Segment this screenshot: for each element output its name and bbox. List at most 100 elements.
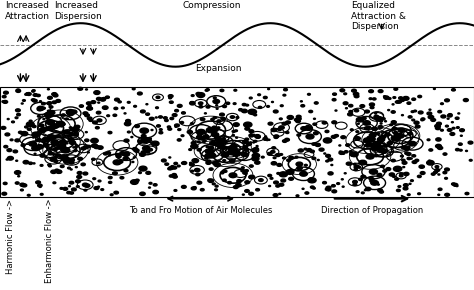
Circle shape	[98, 180, 101, 182]
Circle shape	[268, 88, 270, 90]
Circle shape	[245, 181, 250, 184]
Circle shape	[77, 175, 82, 178]
Circle shape	[51, 140, 58, 144]
Circle shape	[304, 164, 307, 166]
Circle shape	[249, 130, 254, 133]
Circle shape	[447, 118, 449, 119]
Circle shape	[60, 155, 68, 160]
Circle shape	[323, 182, 327, 184]
Circle shape	[69, 161, 74, 164]
Circle shape	[232, 130, 235, 132]
Circle shape	[162, 159, 166, 162]
Circle shape	[132, 162, 134, 163]
Circle shape	[27, 128, 31, 130]
Circle shape	[366, 154, 374, 159]
Circle shape	[341, 179, 343, 180]
Circle shape	[168, 168, 172, 170]
Circle shape	[236, 137, 237, 138]
Circle shape	[395, 101, 399, 103]
Circle shape	[56, 99, 61, 102]
Circle shape	[232, 152, 235, 154]
Circle shape	[468, 141, 473, 144]
Circle shape	[428, 160, 430, 161]
Circle shape	[174, 190, 177, 191]
Circle shape	[317, 160, 319, 161]
Circle shape	[156, 96, 160, 99]
Circle shape	[409, 183, 411, 184]
Circle shape	[371, 170, 375, 173]
Circle shape	[412, 155, 416, 157]
Circle shape	[264, 136, 266, 137]
Circle shape	[105, 96, 109, 98]
Circle shape	[371, 146, 379, 151]
Circle shape	[246, 104, 248, 106]
Circle shape	[32, 132, 40, 137]
Circle shape	[126, 119, 130, 122]
Circle shape	[165, 163, 169, 165]
Circle shape	[55, 169, 59, 171]
Circle shape	[286, 121, 291, 124]
Circle shape	[37, 115, 40, 117]
Circle shape	[151, 129, 153, 130]
Circle shape	[133, 157, 135, 158]
Circle shape	[181, 135, 184, 137]
Circle shape	[215, 136, 221, 140]
Circle shape	[369, 103, 374, 106]
Circle shape	[197, 129, 205, 135]
Circle shape	[418, 175, 421, 177]
Circle shape	[465, 192, 469, 195]
Circle shape	[410, 180, 413, 182]
Circle shape	[272, 147, 275, 149]
Circle shape	[93, 178, 96, 180]
Circle shape	[344, 173, 346, 174]
Circle shape	[118, 101, 121, 103]
Circle shape	[180, 122, 183, 124]
Circle shape	[87, 145, 91, 148]
Circle shape	[469, 160, 472, 161]
Circle shape	[196, 173, 200, 176]
Circle shape	[20, 189, 23, 191]
Circle shape	[47, 110, 50, 112]
Circle shape	[48, 110, 55, 115]
Circle shape	[393, 166, 402, 171]
Circle shape	[37, 184, 42, 187]
Circle shape	[355, 137, 360, 140]
Circle shape	[77, 171, 82, 174]
Circle shape	[414, 121, 419, 124]
Circle shape	[169, 175, 173, 177]
Circle shape	[124, 113, 126, 114]
Circle shape	[197, 141, 200, 143]
Circle shape	[159, 129, 162, 130]
Circle shape	[39, 124, 44, 127]
Circle shape	[243, 172, 247, 174]
Circle shape	[83, 146, 88, 149]
Circle shape	[3, 182, 7, 185]
Circle shape	[429, 149, 433, 151]
Circle shape	[199, 102, 203, 105]
Circle shape	[366, 143, 373, 147]
Circle shape	[334, 135, 337, 137]
Circle shape	[242, 109, 247, 113]
Circle shape	[98, 146, 103, 149]
Circle shape	[132, 88, 135, 90]
Circle shape	[97, 162, 100, 164]
Circle shape	[241, 167, 244, 168]
Circle shape	[36, 181, 40, 184]
Circle shape	[245, 190, 249, 192]
Circle shape	[418, 193, 420, 195]
Circle shape	[305, 192, 309, 194]
Circle shape	[308, 93, 310, 95]
Circle shape	[173, 175, 177, 178]
Circle shape	[209, 146, 214, 149]
Circle shape	[346, 144, 350, 146]
Circle shape	[346, 108, 347, 109]
Circle shape	[70, 192, 73, 194]
Circle shape	[115, 98, 119, 101]
Circle shape	[50, 159, 54, 161]
Circle shape	[391, 111, 395, 113]
Circle shape	[344, 151, 348, 153]
Circle shape	[237, 180, 242, 182]
Circle shape	[120, 177, 124, 179]
Circle shape	[215, 185, 218, 187]
Circle shape	[435, 169, 439, 172]
